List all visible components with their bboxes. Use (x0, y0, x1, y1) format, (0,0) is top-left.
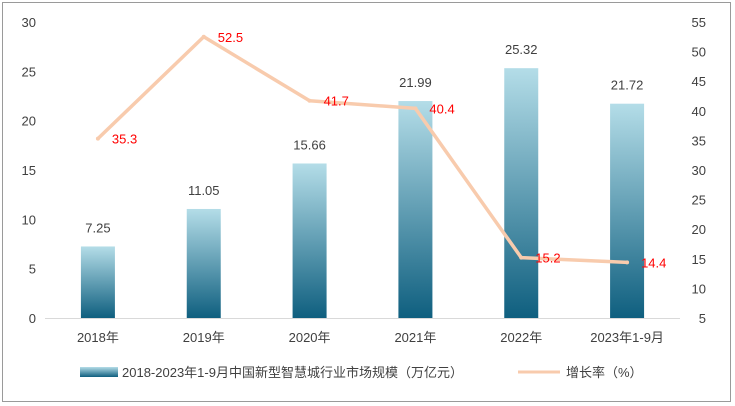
bar-value-label: 11.05 (188, 183, 220, 198)
y-right-tick-label: 40 (692, 104, 706, 119)
rate-value-label: 40.4 (429, 101, 454, 116)
y-left-tick-label: 30 (22, 15, 36, 30)
rate-value-label: 14.4 (641, 255, 666, 270)
growth-rate-line (96, 35, 628, 265)
y-left-tick-label: 5 (29, 262, 36, 277)
y-right-tick-label: 10 (692, 281, 706, 296)
y-right-tick-label: 50 (692, 45, 706, 60)
x-tick-label: 2020年 (289, 330, 331, 345)
bar-value-label: 7.25 (85, 220, 110, 235)
legend: 2018-2023年1-9月中国新型智慧城行业市场规模（万亿元） 增长率（%） (80, 365, 643, 380)
y-right-tick-label: 45 (692, 74, 706, 89)
legend-line-label: 增长率（%） (566, 365, 643, 380)
y-left-tick-label: 10 (22, 212, 36, 227)
bar (504, 68, 539, 319)
y-right-tick-label: 25 (692, 193, 706, 208)
line-point (519, 255, 524, 260)
y-left-tick-label: 0 (29, 311, 36, 326)
line-series (95, 34, 630, 265)
x-tick-label: 2019年 (183, 330, 225, 345)
rate-value-label: 41.7 (324, 94, 349, 109)
bar (610, 103, 645, 318)
y-right-tick-label: 5 (699, 311, 706, 326)
x-tick-label: 2023年1-9月 (590, 330, 664, 345)
rate-value-label: 35.3 (112, 132, 137, 147)
y-right-tick-label: 20 (692, 222, 706, 237)
bar-value-label: 25.32 (505, 42, 538, 57)
y-right-tick-label: 35 (692, 133, 706, 148)
line-point (307, 98, 312, 103)
bar-series (80, 68, 645, 319)
bar-value-label: 21.99 (399, 75, 432, 90)
line-point (413, 106, 418, 111)
y-left-tick-label: 25 (22, 64, 36, 79)
x-tick-label: 2021年 (394, 330, 436, 345)
line-point (95, 136, 100, 141)
bar (186, 208, 221, 318)
bar-value-label: 21.72 (611, 78, 644, 93)
bar (80, 246, 115, 318)
legend-bar-label: 2018-2023年1-9月中国新型智慧城行业市场规模（万亿元） (122, 365, 463, 380)
x-tick-label: 2018年 (77, 330, 119, 345)
bar-value-label: 15.66 (293, 137, 326, 152)
line-point (201, 34, 206, 39)
axes: 0 5 10 15 20 25 30 5 10 15 20 25 30 35 40 45 50 55 2018年 20… (22, 15, 706, 345)
y-right-tick-label: 15 (692, 252, 706, 267)
y-left-tick-label: 15 (22, 163, 36, 178)
y-right-tick-label: 55 (692, 15, 706, 30)
y-right-tick-label: 30 (692, 163, 706, 178)
x-tick-label: 2022年 (500, 330, 542, 345)
chart-frame (2, 2, 731, 402)
line-point (625, 260, 630, 265)
rate-value-label: 15.2 (535, 251, 560, 266)
y-left-tick-label: 20 (22, 114, 36, 129)
bar (292, 163, 327, 318)
legend-bar-swatch (80, 367, 118, 377)
bar (398, 101, 433, 318)
data-labels: 7.25 11.05 15.66 21.99 25.32 21.72 35.3 52.5 41.… (85, 30, 666, 271)
rate-value-label: 52.5 (218, 30, 243, 45)
